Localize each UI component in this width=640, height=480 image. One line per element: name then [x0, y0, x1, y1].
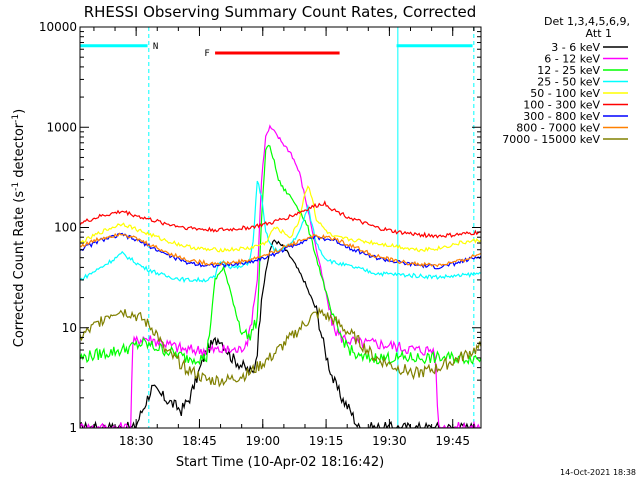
x-tick-label: 18:45	[182, 434, 217, 448]
series-line-3	[80, 180, 481, 284]
y-axis-label-part: )	[12, 109, 27, 114]
y-axis-label: Corrected Count Rate (s-1 detector-1)	[11, 109, 27, 347]
x-tick-label: 19:15	[309, 434, 344, 448]
x-tick-label: 19:00	[245, 434, 280, 448]
legend-label: 25 - 50 keV	[537, 76, 600, 89]
series-line-6	[80, 232, 481, 270]
y-tick-label: 1	[69, 421, 77, 435]
series-line-2	[80, 144, 481, 366]
y-tick-label: 1000	[46, 120, 77, 134]
y-axis-label-part: Corrected Count Rate (s	[12, 191, 27, 348]
y-tick-label: 10	[62, 321, 77, 335]
y-axis-label-sup: -1	[11, 114, 21, 123]
chart-title: RHESSI Observing Summary Count Rates, Co…	[84, 3, 477, 21]
legend-header: Att 1	[586, 27, 612, 40]
y-axis-ticks: 1 10 100 1000 10000	[39, 20, 481, 435]
legend-label: 7000 - 15000 keV	[502, 133, 600, 146]
x-tick-label: 18:30	[119, 434, 154, 448]
y-tick-label: 10000	[39, 20, 77, 34]
legend-header: Det 1,3,4,5,6,9,	[544, 15, 630, 28]
y-axis-label-sup: -1	[11, 182, 21, 191]
legend-label: 300 - 800 keV	[523, 110, 600, 123]
flare-label: F	[204, 49, 209, 59]
night-label: N	[153, 42, 158, 52]
x-axis-label: Start Time (10-Apr-02 18:16:42)	[176, 455, 384, 470]
footer-timestamp: 14-Oct-2021 18:38	[560, 468, 636, 477]
series-lines	[80, 124, 481, 428]
series-line-5	[80, 200, 481, 239]
y-tick-label: 100	[54, 221, 77, 235]
legend-label: 800 - 7000 keV	[516, 122, 600, 135]
series-line-1	[80, 124, 481, 428]
series-line-7	[80, 232, 481, 268]
legend-label: 50 - 100 keV	[530, 87, 600, 100]
legend-label: 12 - 25 keV	[537, 64, 600, 77]
series-line-0	[80, 239, 481, 428]
y-axis-label-part: detector	[12, 122, 27, 182]
series-line-8	[80, 306, 481, 388]
series-line-4	[80, 185, 481, 253]
legend-label: 100 - 300 keV	[523, 99, 600, 112]
annotation-bars: NF	[80, 42, 473, 59]
legend-label: 3 - 6 keV	[551, 41, 600, 54]
x-tick-label: 19:30	[372, 434, 407, 448]
plot-frame	[79, 26, 482, 429]
legend-label: 6 - 12 keV	[544, 53, 600, 66]
x-tick-label: 19:45	[435, 434, 470, 448]
x-axis-ticks: 18:30 18:45 19:00 19:15 19:30 19:45	[93, 27, 475, 448]
